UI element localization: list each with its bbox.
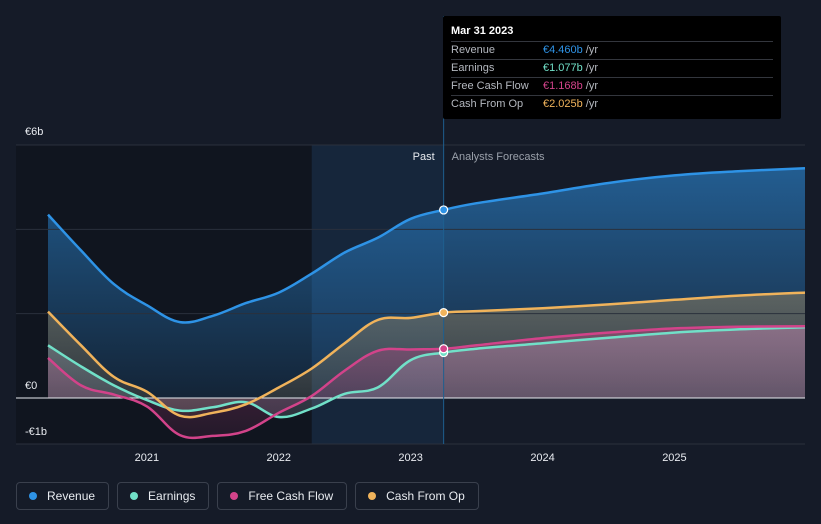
x-tick-label: 2025	[662, 452, 686, 464]
tooltip-unit: /yr	[585, 98, 598, 110]
legend-dot-icon	[230, 492, 239, 500]
legend: Revenue Earnings Free Cash Flow Cash Fro…	[16, 482, 479, 510]
tooltip-row-earnings: Earnings €1.077b /yr	[451, 59, 773, 77]
tooltip-value: €1.077b	[543, 62, 583, 74]
past-label: Past	[413, 151, 435, 163]
tooltip-value: €4.460b	[543, 44, 583, 56]
line-free-cash-flow	[47, 325, 806, 440]
legend-item-revenue[interactable]: Revenue	[16, 482, 110, 510]
tooltip: Mar 31 2023 Revenue €4.460b /yr Earnings…	[443, 16, 781, 119]
tooltip-label: Free Cash Flow	[451, 80, 529, 92]
x-tick-label: 2024	[530, 452, 554, 464]
tooltip-label: Revenue	[451, 44, 496, 56]
legend-dot-icon	[130, 492, 139, 500]
y-tick-label: -€1b	[25, 426, 47, 438]
legend-label: Revenue	[47, 489, 96, 503]
area-earnings	[48, 327, 805, 418]
x-tick-label: 2022	[267, 452, 291, 464]
tooltip-row-cash-from-op: Cash From Op €2.025b /yr	[451, 95, 773, 113]
y-tick-label: €6b	[25, 126, 43, 138]
legend-item-earnings[interactable]: Earnings	[117, 482, 210, 510]
marker-revenue	[439, 205, 449, 215]
tooltip-label: Earnings	[451, 62, 495, 74]
forecast-label: Analysts Forecasts	[452, 151, 545, 163]
tooltip-value: €1.168b	[543, 80, 583, 92]
line-earnings	[47, 325, 806, 419]
legend-item-free-cash-flow[interactable]: Free Cash Flow	[217, 482, 348, 510]
tooltip-unit: /yr	[585, 62, 598, 74]
marker-free-cash-flow	[439, 344, 449, 354]
legend-dot-icon	[368, 492, 377, 500]
legend-label: Earnings	[148, 489, 196, 503]
tooltip-unit: /yr	[585, 44, 598, 56]
tooltip-date: Mar 31 2023	[451, 25, 514, 37]
tooltip-value: €2.025b	[543, 98, 583, 110]
tooltip-unit: /yr	[585, 80, 598, 92]
legend-label: Free Cash Flow	[248, 489, 334, 503]
x-tick-label: 2021	[135, 452, 159, 464]
tooltip-row-revenue: Revenue €4.460b /yr	[451, 41, 773, 59]
line-cash-from-op	[47, 291, 806, 419]
tooltip-label: Cash From Op	[451, 98, 524, 110]
y-tick-label: €0	[25, 380, 37, 392]
legend-item-cash-from-op[interactable]: Cash From Op	[355, 482, 479, 510]
legend-dot-icon	[29, 492, 37, 500]
line-revenue	[47, 166, 806, 324]
x-tick-label: 2023	[398, 452, 422, 464]
tooltip-row-free-cash-flow: Free Cash Flow €1.168b /yr	[451, 77, 773, 95]
marker-cash-from-op	[439, 308, 449, 318]
legend-label: Cash From Op	[386, 489, 465, 503]
